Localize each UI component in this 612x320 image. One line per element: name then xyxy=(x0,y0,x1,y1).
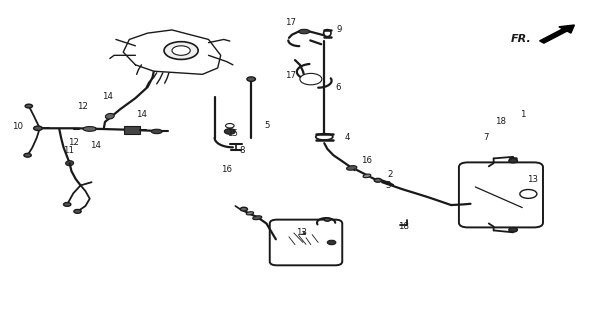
Ellipse shape xyxy=(253,216,262,220)
Ellipse shape xyxy=(151,129,162,134)
Text: 16: 16 xyxy=(362,156,373,164)
Ellipse shape xyxy=(299,29,310,34)
Circle shape xyxy=(374,178,381,182)
Circle shape xyxy=(172,46,190,55)
Text: 10: 10 xyxy=(12,122,23,131)
Circle shape xyxy=(226,124,234,128)
Circle shape xyxy=(509,228,517,232)
Ellipse shape xyxy=(346,166,357,170)
Ellipse shape xyxy=(83,126,97,131)
Circle shape xyxy=(24,153,31,157)
FancyArrow shape xyxy=(540,25,575,43)
Ellipse shape xyxy=(105,113,114,119)
Circle shape xyxy=(327,240,336,245)
Text: 17: 17 xyxy=(285,18,296,27)
Text: 15: 15 xyxy=(228,129,239,138)
Text: 16: 16 xyxy=(222,165,233,174)
Text: FR.: FR. xyxy=(510,35,531,44)
Text: 13: 13 xyxy=(527,174,538,184)
Text: 17: 17 xyxy=(285,71,296,80)
Ellipse shape xyxy=(65,161,73,166)
Ellipse shape xyxy=(324,30,331,36)
Text: 18: 18 xyxy=(496,117,507,126)
Circle shape xyxy=(74,210,81,213)
Text: 13: 13 xyxy=(296,228,307,237)
Text: 8: 8 xyxy=(239,146,245,155)
Text: 18: 18 xyxy=(398,222,409,231)
Circle shape xyxy=(324,218,330,221)
Circle shape xyxy=(520,189,537,198)
Text: 14: 14 xyxy=(102,92,113,101)
Text: 1: 1 xyxy=(520,109,525,118)
Circle shape xyxy=(524,192,532,196)
Circle shape xyxy=(305,76,317,82)
Ellipse shape xyxy=(246,212,253,215)
Circle shape xyxy=(240,207,247,211)
Bar xyxy=(124,126,140,134)
Text: 4: 4 xyxy=(345,133,350,142)
Text: 3: 3 xyxy=(386,181,391,190)
Circle shape xyxy=(225,129,236,134)
Ellipse shape xyxy=(316,134,333,140)
Ellipse shape xyxy=(363,174,371,178)
FancyBboxPatch shape xyxy=(270,220,342,265)
Circle shape xyxy=(247,77,255,81)
Circle shape xyxy=(164,42,198,60)
FancyBboxPatch shape xyxy=(459,162,543,228)
Circle shape xyxy=(25,104,32,108)
Circle shape xyxy=(34,126,42,131)
Circle shape xyxy=(300,73,322,85)
Text: 11: 11 xyxy=(63,146,74,155)
Text: 6: 6 xyxy=(335,83,341,92)
Text: 9: 9 xyxy=(337,25,342,35)
Text: 7: 7 xyxy=(483,133,488,142)
Circle shape xyxy=(64,203,71,206)
Text: 14: 14 xyxy=(136,109,147,118)
Text: 2: 2 xyxy=(387,170,393,179)
Circle shape xyxy=(509,158,517,163)
Text: 12: 12 xyxy=(68,138,79,147)
Text: 5: 5 xyxy=(265,121,271,130)
Text: 12: 12 xyxy=(77,101,88,111)
Text: 14: 14 xyxy=(91,141,102,150)
